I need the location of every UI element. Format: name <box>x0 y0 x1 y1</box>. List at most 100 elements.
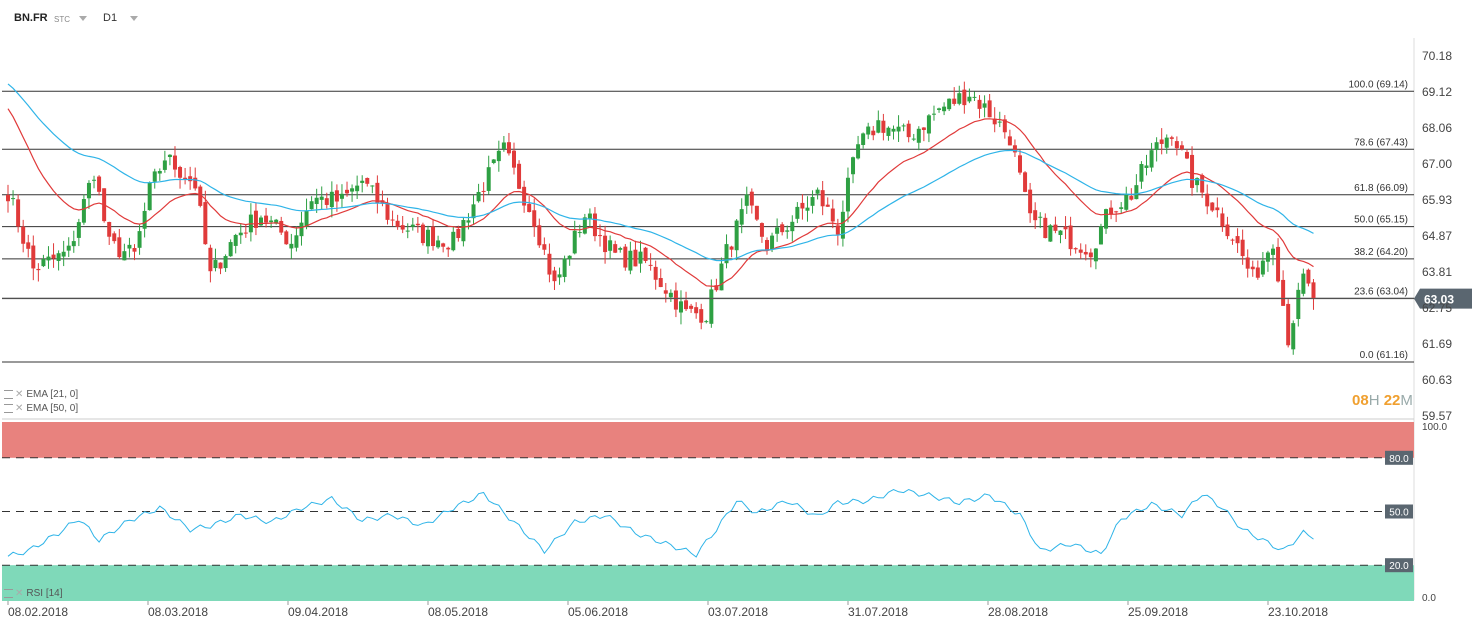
candle-body <box>324 198 329 205</box>
time-tick-label: 03.07.2018 <box>708 605 768 619</box>
candle <box>598 224 603 247</box>
time-axis: 08.02.2018 08.03.2018 09.04.2018 08.05.2018… <box>7 601 1328 619</box>
candle <box>1109 200 1114 220</box>
candle-body <box>466 220 471 223</box>
list-icon[interactable] <box>4 588 13 598</box>
indicator-legend-rsi[interactable]: ✕ RSI [14] <box>4 588 63 599</box>
candle <box>334 184 339 212</box>
candle <box>223 254 228 272</box>
candle <box>26 234 31 258</box>
candle <box>1012 139 1017 158</box>
candle-body <box>517 163 522 189</box>
candle-body <box>1007 136 1012 146</box>
chevron-down-icon[interactable] <box>79 16 87 21</box>
candle <box>628 241 633 275</box>
candle <box>1250 260 1255 277</box>
candle-body <box>415 223 420 226</box>
list-icon[interactable] <box>4 403 13 413</box>
candle <box>684 291 689 312</box>
chevron-down-icon[interactable] <box>130 16 138 21</box>
candle <box>1159 128 1164 155</box>
candle-body <box>1271 248 1275 255</box>
candle-body <box>830 208 835 222</box>
candle <box>294 226 299 252</box>
candle <box>1058 230 1063 244</box>
candle-body <box>243 232 248 234</box>
candle-body <box>1195 178 1200 186</box>
candle-body <box>729 246 734 250</box>
candle <box>921 127 926 142</box>
candle-body <box>61 251 66 257</box>
rsi-level-label: 50.0 <box>1389 508 1409 519</box>
candle <box>1068 216 1073 256</box>
candle-body <box>1184 151 1189 159</box>
candle <box>198 184 203 208</box>
candle <box>385 197 390 225</box>
candle-body <box>947 98 952 110</box>
indicator-name: EMA <box>26 403 48 414</box>
candle <box>754 205 759 222</box>
timer-hours: 08 <box>1352 392 1369 409</box>
close-icon[interactable]: ✕ <box>15 403 24 414</box>
candle <box>1215 197 1220 218</box>
candle <box>162 150 167 173</box>
candle-body <box>1169 137 1174 139</box>
candle-body <box>1311 282 1316 299</box>
candle-body <box>653 266 658 280</box>
candle-body <box>916 128 921 143</box>
candle <box>279 216 284 235</box>
candle <box>1083 244 1088 261</box>
candle-body <box>46 256 51 261</box>
indicator-name: RSI <box>26 588 44 599</box>
candle-body <box>876 120 881 133</box>
timeframe-select[interactable]: D1 <box>103 12 118 24</box>
candle-body <box>673 290 678 310</box>
candle-body <box>299 222 304 237</box>
symbol-label[interactable]: BN.FR <box>14 12 48 24</box>
candle <box>1240 229 1245 265</box>
candle <box>193 167 198 191</box>
close-icon[interactable]: ✕ <box>15 389 24 400</box>
price-tick-label: 64.87 <box>1422 229 1452 243</box>
indicator-legend-ema-50[interactable]: ✕ EMA [50, 0] <box>4 403 78 414</box>
candle <box>420 222 425 246</box>
close-icon[interactable]: ✕ <box>15 588 24 599</box>
candle <box>901 123 906 132</box>
candle <box>329 181 334 218</box>
candle <box>1033 202 1038 229</box>
candle <box>1154 137 1159 162</box>
candle-body <box>289 243 294 249</box>
candle <box>461 217 466 247</box>
candle <box>881 113 886 141</box>
candle <box>876 110 881 134</box>
candle <box>1144 154 1149 176</box>
rsi-level-badge <box>1385 504 1413 519</box>
candle <box>284 229 289 245</box>
candle-body <box>238 232 243 236</box>
candle-body <box>395 220 400 227</box>
candle <box>542 237 547 255</box>
candle-body <box>754 205 759 220</box>
candle <box>1235 228 1240 253</box>
candle <box>613 240 618 254</box>
candle <box>486 155 491 195</box>
chart-toolbar: BN.FR STC D1 <box>0 0 1482 36</box>
candle <box>689 303 694 313</box>
candle <box>1281 270 1286 306</box>
list-icon[interactable] <box>4 389 13 399</box>
candle <box>355 175 360 199</box>
price-tick-label: 67.00 <box>1422 157 1452 171</box>
time-tick-label: 25.09.2018 <box>1128 605 1188 619</box>
indicator-legend-ema-21[interactable]: ✕ EMA [21, 0] <box>4 389 78 400</box>
candle-body <box>638 251 643 264</box>
candle <box>1260 252 1265 277</box>
candle-body <box>851 157 856 175</box>
candle <box>729 245 734 258</box>
candle-body <box>1114 211 1119 213</box>
candle <box>107 221 112 245</box>
candle-body <box>400 225 405 230</box>
candle-body <box>314 197 319 205</box>
candle-body <box>1281 279 1286 306</box>
candle-body <box>825 204 830 207</box>
